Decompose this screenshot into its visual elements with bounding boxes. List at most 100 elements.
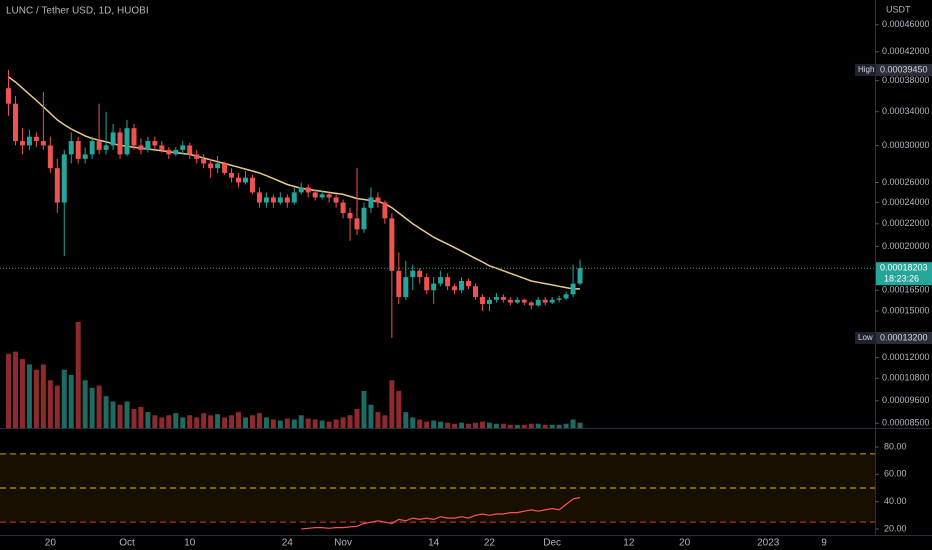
volume-bar [403, 412, 409, 428]
candle-body [361, 207, 367, 230]
candle-body [89, 141, 95, 155]
candle-body [166, 149, 172, 155]
volume-bar [40, 364, 46, 428]
candle-body [535, 299, 541, 306]
candle-body [514, 299, 520, 303]
moving-average [8, 76, 580, 290]
candle-body [194, 154, 200, 159]
candle-body [256, 192, 262, 203]
candle-body [82, 154, 88, 159]
volume-bar [166, 415, 172, 428]
volume-bar [333, 419, 339, 428]
volume-bar [249, 415, 255, 428]
volume-bar [33, 369, 39, 428]
volume-bar [47, 380, 53, 428]
candle-body [326, 194, 332, 198]
volume-bar [305, 418, 311, 428]
candle-body [159, 145, 165, 150]
candle-body [479, 297, 485, 304]
volume-bar [361, 390, 367, 428]
volume-bar [556, 424, 562, 428]
y-tick-label: 0.00010800 [882, 373, 930, 383]
marker-value: 0.00013200 [880, 332, 928, 342]
x-tick-label: 20 [45, 538, 57, 549]
volume-bar [445, 422, 451, 428]
last-price-box [876, 262, 932, 286]
volume-bar [514, 424, 520, 428]
marker-value: 0.00039450 [880, 64, 928, 74]
candle-body [500, 297, 506, 300]
candle-body [319, 194, 325, 198]
volume-bar [486, 422, 492, 428]
candle-body [417, 270, 423, 278]
volume-bar [396, 390, 402, 428]
x-tick-label: 10 [184, 538, 196, 549]
candle-body [201, 158, 207, 164]
y-tick-label: 0.00008500 [882, 418, 930, 428]
candle-body [173, 149, 179, 155]
x-tick-label: 14 [428, 538, 440, 549]
volume-bar [577, 422, 583, 428]
volume-bar [180, 417, 186, 428]
x-tick-label: 24 [282, 538, 294, 549]
candle-body [445, 277, 451, 287]
candle-body [570, 283, 576, 295]
x-tick-label: Dec [543, 538, 561, 549]
volume-bar [208, 415, 214, 428]
candle-body [263, 197, 269, 203]
candle-body [542, 299, 548, 303]
candle-body [208, 163, 214, 169]
candle-body [152, 141, 158, 146]
candle-body [452, 286, 458, 291]
candle-body [340, 202, 346, 214]
volume-bar [110, 401, 116, 428]
candle-body [431, 283, 437, 291]
chart-title: LUNC / Tether USD, 1D, HUOBI [6, 6, 149, 17]
volume-bar [347, 415, 353, 428]
y-tick-label: 0.00022000 [882, 218, 930, 228]
y-tick-label: 0.00034000 [882, 106, 930, 116]
candle-body [110, 132, 116, 146]
x-tick-label: 20 [679, 538, 691, 549]
volume-bar [570, 419, 576, 428]
volume-bar [340, 417, 346, 428]
x-tick-label: 22 [484, 538, 496, 549]
candle-body [222, 163, 228, 173]
y-tick-label: 0.00026000 [882, 177, 930, 187]
volume-bar [500, 423, 506, 428]
volume-bar [117, 404, 123, 428]
volume-bar [12, 351, 18, 428]
candle-body [277, 197, 283, 203]
volume-bar [312, 419, 318, 428]
rsi-tick-label: 40.00 [884, 496, 907, 506]
y-tick-label: 0.00024000 [882, 197, 930, 207]
volume-bar [159, 417, 165, 428]
candle-body [424, 277, 430, 291]
candle-body [145, 141, 151, 150]
volume-bar [19, 359, 25, 428]
candle-body [333, 197, 339, 203]
volume-bar [229, 415, 235, 428]
candle-body [96, 141, 102, 150]
countdown: 18:23:26 [884, 274, 919, 284]
candle-body [438, 277, 444, 284]
candle-body [47, 145, 53, 169]
marker-box [876, 63, 932, 76]
y-tick-label: 0.00046000 [882, 19, 930, 29]
volume-bar [424, 421, 430, 428]
candle-body [473, 286, 478, 298]
volume-bar [431, 420, 437, 428]
volume-bar [493, 423, 499, 428]
y-tick-label: 0.00030000 [882, 140, 930, 150]
volume-bar [82, 380, 88, 428]
candle-body [305, 187, 311, 193]
candle-body [117, 132, 123, 155]
y-tick-label: 0.00042000 [882, 46, 930, 56]
x-tick-label: Nov [334, 538, 352, 549]
candle-body [6, 88, 12, 104]
candle-body [270, 197, 276, 203]
volume-bar [61, 369, 67, 428]
volume-bar [68, 375, 74, 428]
candle-body [347, 213, 353, 219]
